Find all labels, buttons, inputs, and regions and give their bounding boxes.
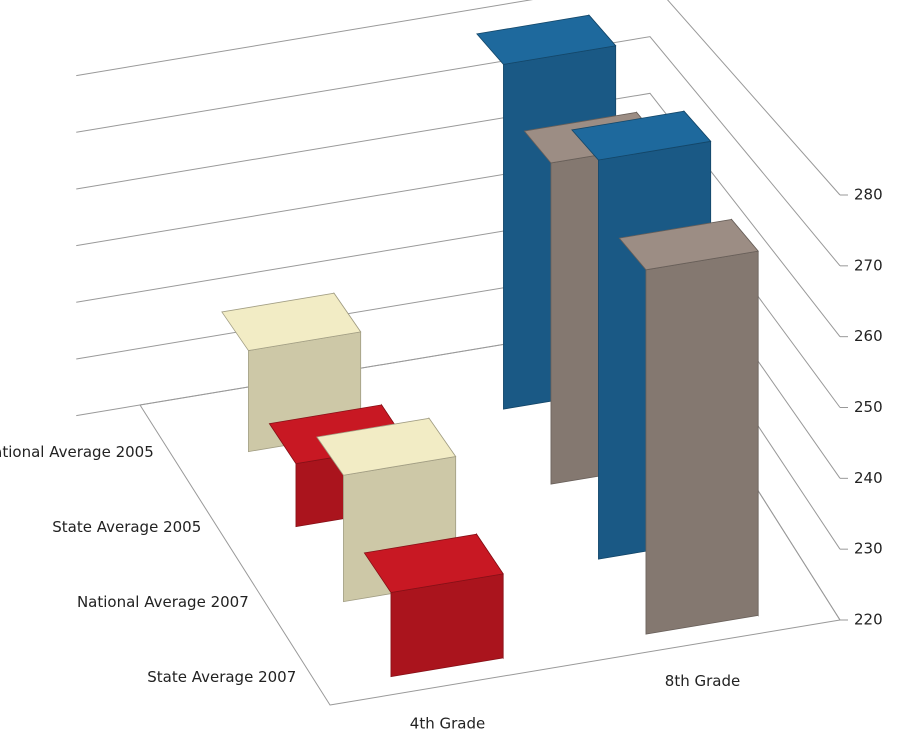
bar-top xyxy=(221,292,362,352)
x-tick-label: 8th Grade xyxy=(665,672,740,690)
y-tick-label: 270 xyxy=(854,256,883,274)
y-tick-label: 260 xyxy=(854,327,883,345)
bar-top xyxy=(316,417,457,476)
x-tick-label: 4th Grade xyxy=(410,714,485,732)
bar-top xyxy=(618,218,759,271)
bar-front xyxy=(645,250,759,635)
bar-top xyxy=(363,533,504,593)
y-tick-label: 230 xyxy=(854,540,883,558)
bar xyxy=(363,532,504,678)
bar xyxy=(618,218,759,635)
y-tick-label: 280 xyxy=(854,186,883,204)
bar-top xyxy=(476,14,617,65)
grid-line xyxy=(76,0,841,196)
y-tick-label: 250 xyxy=(854,398,883,416)
grid-line xyxy=(76,92,841,337)
depth-label: State Average 2007 xyxy=(147,668,296,686)
grid-line xyxy=(76,36,841,267)
y-tick-label: 220 xyxy=(854,611,883,629)
depth-label: State Average 2005 xyxy=(52,518,201,536)
depth-label: National Average 2007 xyxy=(77,593,249,611)
y-tick-label: 240 xyxy=(854,469,883,487)
depth-label: National Average 2005 xyxy=(0,443,154,461)
bar-top xyxy=(571,110,712,161)
